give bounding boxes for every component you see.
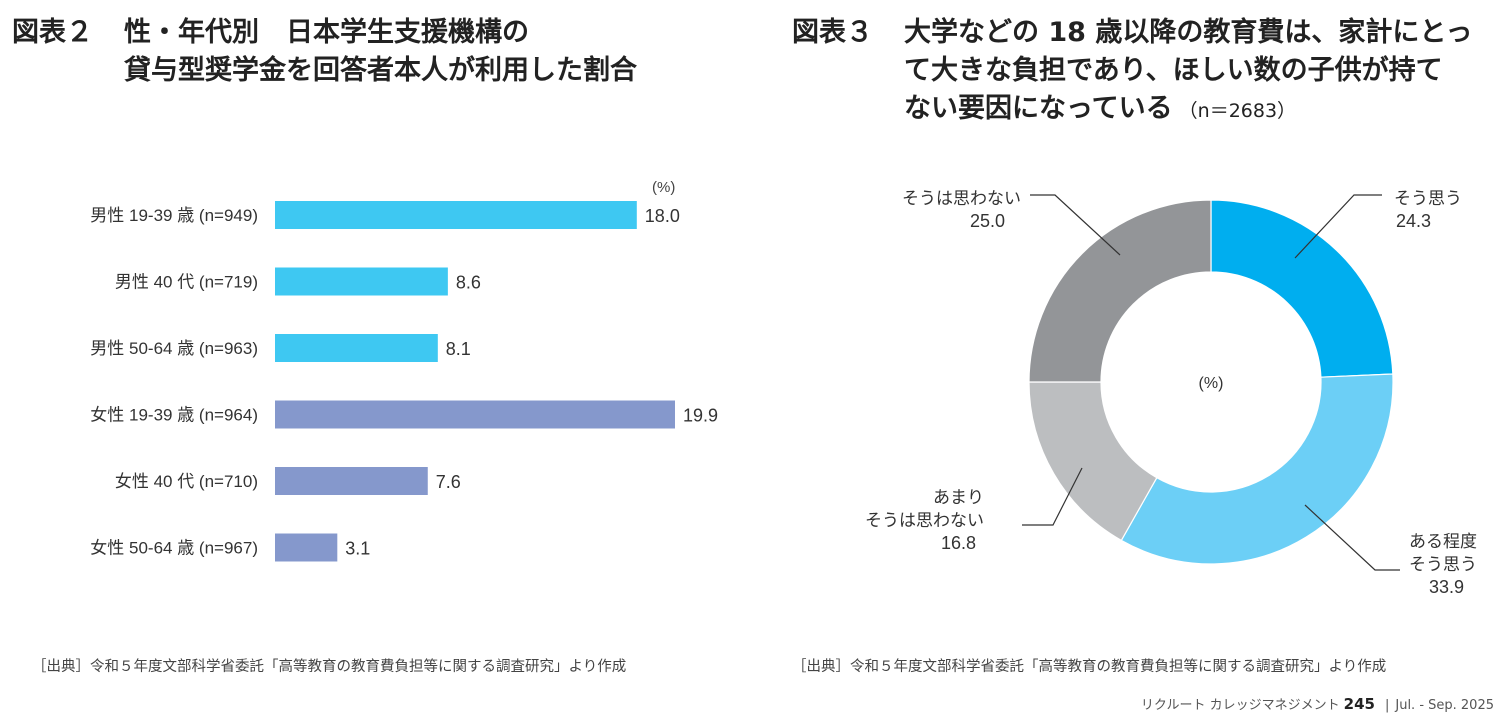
bar-value-label: 8.1 <box>446 339 471 359</box>
issue-date: Jul. - Sep. 2025 <box>1395 698 1494 713</box>
donut-unit-label: (%) <box>1199 375 1224 392</box>
figure2-title-line1: 性・年代別 日本学生支援機構の <box>124 17 529 48</box>
bar <box>275 201 637 229</box>
bar-category-label: 男性 19-39 歳 (n=949) <box>90 206 258 225</box>
donut-value-label: 33.9 <box>1429 577 1464 597</box>
bar-unit-label: (%) <box>652 179 675 196</box>
footer-divider: | <box>1384 698 1390 713</box>
figure3-title: 図表３ 大学などの 18 歳以降の教育費は、家計にとっ て大きな負担であり、ほしい… <box>792 14 1473 130</box>
donut-value-label: 24.3 <box>1396 211 1431 231</box>
figure3-title-line2: て大きな負担であり、ほしい数の子供が持て <box>904 55 1443 86</box>
donut-slice <box>1210 199 1394 378</box>
donut-slice <box>1028 199 1212 383</box>
donut-chart: (%)そう思う24.3ある程度そう思う33.9あまりそうは思わない16.8そうは… <box>865 189 1477 597</box>
donut-leader-line <box>1022 467 1083 526</box>
donut-category-label: あまり <box>933 488 984 507</box>
donut-category-label: そう思う <box>1409 555 1477 574</box>
donut-value-label: 25.0 <box>970 211 1005 231</box>
donut-category-label: そう思う <box>1394 189 1462 208</box>
page-footer: リクルート カレッジマネジメント 245 | Jul. - Sep. 2025 <box>1141 694 1494 713</box>
donut-leader-line <box>1304 504 1400 571</box>
bar-category-label: 女性 40 代 (n=710) <box>115 472 258 491</box>
figure2-title-line2: 貸与型奨学金を回答者本人が利用した割合 <box>124 55 637 86</box>
donut-category-label: そうは思わない <box>902 189 1021 208</box>
bar-value-label: 7.6 <box>436 472 461 492</box>
figure3-number: 図表３ <box>792 17 873 48</box>
bar <box>275 533 338 562</box>
bar <box>275 467 428 495</box>
figure3-title-line1: 大学などの 18 歳以降の教育費は、家計にとっ <box>904 17 1473 48</box>
donut-leader-line <box>1294 194 1382 259</box>
figure2-source: ［出典］令和５年度文部科学省委託「高等教育の教育費負担等に関する調査研究」より作… <box>32 659 627 675</box>
bar <box>275 334 438 362</box>
bar-category-label: 女性 19-39 歳 (n=964) <box>90 406 258 425</box>
donut-category-label: そうは思わない <box>865 511 984 530</box>
magazine-name: リクルート カレッジマネジメント <box>1140 698 1340 713</box>
figure3-sample-size: （n＝2683） <box>1178 100 1297 122</box>
figure3-title-line3: ない要因になっている <box>904 93 1173 124</box>
bar-category-label: 男性 50-64 歳 (n=963) <box>90 339 258 358</box>
bar <box>275 267 448 296</box>
bar-chart: (%) 男性 19-39 歳 (n=949) 18.0 男性 40 代 (n=719)… <box>90 179 718 562</box>
donut-slice <box>1120 373 1394 565</box>
page-number: 245 <box>1343 695 1375 713</box>
figure3-source: ［出典］令和５年度文部科学省委託「高等教育の教育費負担等に関する調査研究」より作… <box>792 659 1387 675</box>
bar-value-label: 8.6 <box>456 273 481 293</box>
bar-value-label: 19.9 <box>683 406 718 426</box>
bar-value-label: 3.1 <box>345 539 370 559</box>
donut-category-label: ある程度 <box>1409 532 1477 551</box>
figure2-title: 図表２ 性・年代別 日本学生支援機構の 貸与型奨学金を回答者本人が利用した割合 <box>12 14 637 90</box>
donut-leader-line <box>1030 194 1121 256</box>
bar <box>275 400 675 429</box>
figure2-number: 図表２ <box>12 17 93 48</box>
donut-value-label: 16.8 <box>941 533 976 553</box>
bar-category-label: 男性 40 代 (n=719) <box>115 273 258 292</box>
bar-category-label: 女性 50-64 歳 (n=967) <box>90 539 258 558</box>
bar-value-label: 18.0 <box>645 206 680 226</box>
